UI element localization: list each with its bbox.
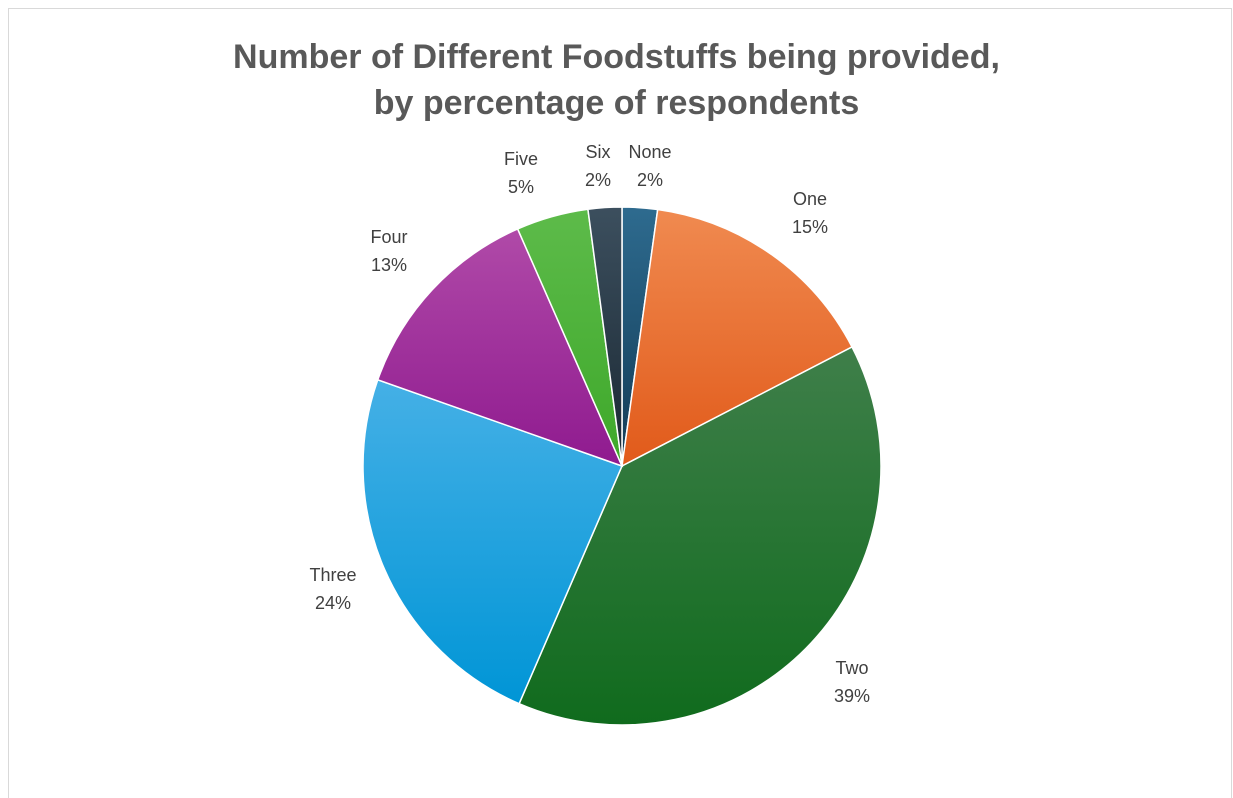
pie-data-labels: None 2% One 15% Two 39% Three 24% Four 13% Five 5% S… (309, 142, 870, 706)
slice-label-three: Three (309, 565, 356, 585)
slice-percent-four: 13% (371, 255, 407, 275)
slice-label-two: Two (835, 658, 868, 678)
slice-percent-one: 15% (792, 217, 828, 237)
pie-slice-one (621, 208, 854, 468)
pie-slices (362, 206, 882, 726)
chart-title-line-2: by percentage of respondents (373, 84, 860, 122)
pie-slice-two (518, 345, 882, 726)
pie-slice-four (376, 227, 624, 468)
chart-title: Number of Different Foodstuffs being pro… (0, 34, 1233, 126)
slice-label-one: One (793, 189, 827, 209)
slice-percent-five: 5% (508, 177, 534, 197)
slice-percent-six: 2% (585, 170, 611, 190)
chart-area (8, 8, 1232, 798)
slice-percent-none: 2% (637, 170, 663, 190)
slice-percent-three: 24% (315, 593, 351, 613)
pie-slice-three (362, 378, 624, 705)
pie-slice-six (587, 206, 623, 467)
slice-label-none: None (628, 142, 671, 162)
slice-label-six: Six (585, 142, 610, 162)
slice-label-five: Five (504, 149, 538, 169)
slice-percent-two: 39% (834, 686, 870, 706)
slice-label-four: Four (370, 227, 407, 247)
chart-title-line-1: Number of Different Foodstuffs being pro… (233, 38, 1000, 76)
